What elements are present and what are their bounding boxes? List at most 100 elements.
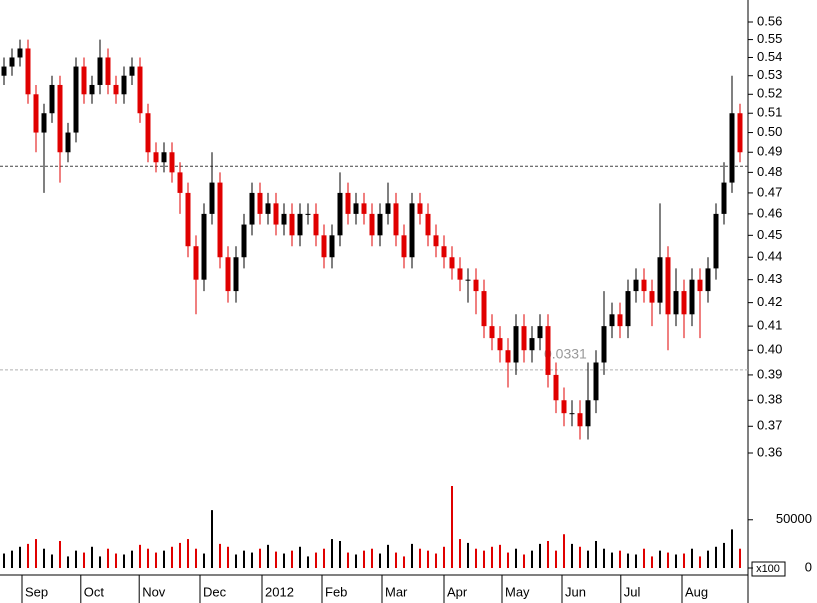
candle-body [601, 326, 607, 363]
y-tick-label: 0.43 [757, 271, 782, 286]
candle-body [73, 66, 79, 133]
volume-bar [699, 556, 701, 568]
x-tick-label: Sep [25, 584, 48, 599]
candle-body [681, 291, 687, 315]
candle-body [465, 279, 471, 281]
candle-body [433, 235, 439, 247]
volume-bar [35, 539, 37, 568]
candle-body [289, 213, 295, 236]
candle-body [345, 192, 351, 214]
volume-bar [715, 546, 717, 568]
volume-bar [483, 550, 485, 568]
candle-body [97, 57, 103, 85]
candle-body [697, 279, 703, 292]
volume-bar [395, 552, 397, 568]
volume-bar [707, 550, 709, 568]
y-tick-label: 0.49 [757, 144, 782, 159]
volume-bar [523, 554, 525, 568]
volume-bar [683, 553, 685, 568]
volume-bar [107, 548, 109, 568]
candle-body [625, 291, 631, 327]
volume-bar [555, 550, 557, 568]
volume-bar [115, 553, 117, 568]
candle-body [89, 84, 95, 95]
candle-body [561, 400, 567, 414]
candle-body [737, 113, 743, 153]
candle-body [617, 314, 623, 327]
candle-body [25, 48, 31, 95]
volume-tick-label: 0 [805, 559, 812, 574]
candle-body [473, 279, 479, 292]
y-tick-label: 0.56 [757, 13, 782, 28]
y-tick-label: 0.45 [757, 227, 782, 242]
y-tick-label: 0.55 [757, 31, 782, 46]
candle-body [705, 268, 711, 292]
candle-body [657, 257, 663, 303]
y-tick-label: 0.39 [757, 366, 782, 381]
volume-bar [91, 546, 93, 568]
volume-bar [307, 556, 309, 568]
y-tick-label: 0.38 [757, 392, 782, 407]
candle-body [241, 224, 247, 258]
x-tick-label: Jul [624, 584, 641, 599]
volume-bar [331, 539, 333, 568]
x-tick-label: Dec [203, 584, 227, 599]
volume-bar [251, 552, 253, 568]
y-tick-label: 0.46 [757, 205, 782, 220]
y-tick-label: 0.48 [757, 164, 782, 179]
volume-bar [739, 548, 741, 568]
volume-bar [691, 548, 693, 568]
candle-body [713, 213, 719, 269]
candle-body [449, 257, 455, 269]
volume-bar [515, 548, 517, 568]
x-tick-label: Apr [447, 584, 468, 599]
x-tick-label: Mar [385, 584, 408, 599]
volume-bar [499, 544, 501, 568]
y-tick-label: 0.42 [757, 294, 782, 309]
volume-unit: x100 [756, 563, 780, 575]
x-tick-label: Oct [84, 584, 105, 599]
volume-bar [723, 542, 725, 568]
volume-bar [595, 540, 597, 568]
volume-bar [475, 548, 477, 568]
volume-bar [275, 551, 277, 568]
volume-bar [67, 556, 69, 568]
volume-bar [259, 548, 261, 568]
volume-bar [187, 539, 189, 568]
volume-bar [171, 546, 173, 568]
volume-bar [403, 556, 405, 568]
candle-body [49, 84, 55, 114]
volume-bar [227, 546, 229, 568]
candle-body [489, 326, 495, 339]
candle-body [305, 213, 311, 215]
candle-body [41, 113, 47, 133]
candle-body [593, 362, 599, 401]
candle-body [361, 203, 367, 214]
volume-bar [219, 543, 221, 568]
candle-body [161, 152, 167, 163]
volume-bar [123, 554, 125, 568]
candle-body [145, 113, 151, 153]
candle-body [369, 213, 375, 236]
candle-body [1, 66, 7, 76]
candle-body [665, 257, 671, 315]
candle-body [281, 213, 287, 225]
candle-body [545, 326, 551, 375]
volume-bar [371, 548, 373, 568]
candle-body [129, 66, 135, 76]
candle-body [9, 57, 15, 67]
x-tick-label: Nov [142, 584, 166, 599]
volume-bar [379, 553, 381, 568]
candle-body [81, 66, 87, 95]
volume-bar [51, 554, 53, 568]
candle-body [33, 94, 39, 133]
candle-body [729, 113, 735, 183]
volume-bar [27, 543, 29, 568]
volume-tick-label: 50000 [776, 511, 812, 526]
candle-body [585, 400, 591, 427]
candle-body [113, 84, 119, 95]
volume-bar [299, 546, 301, 568]
candle-body [209, 182, 215, 214]
candle-body [569, 413, 575, 415]
volume-bar [675, 554, 677, 568]
